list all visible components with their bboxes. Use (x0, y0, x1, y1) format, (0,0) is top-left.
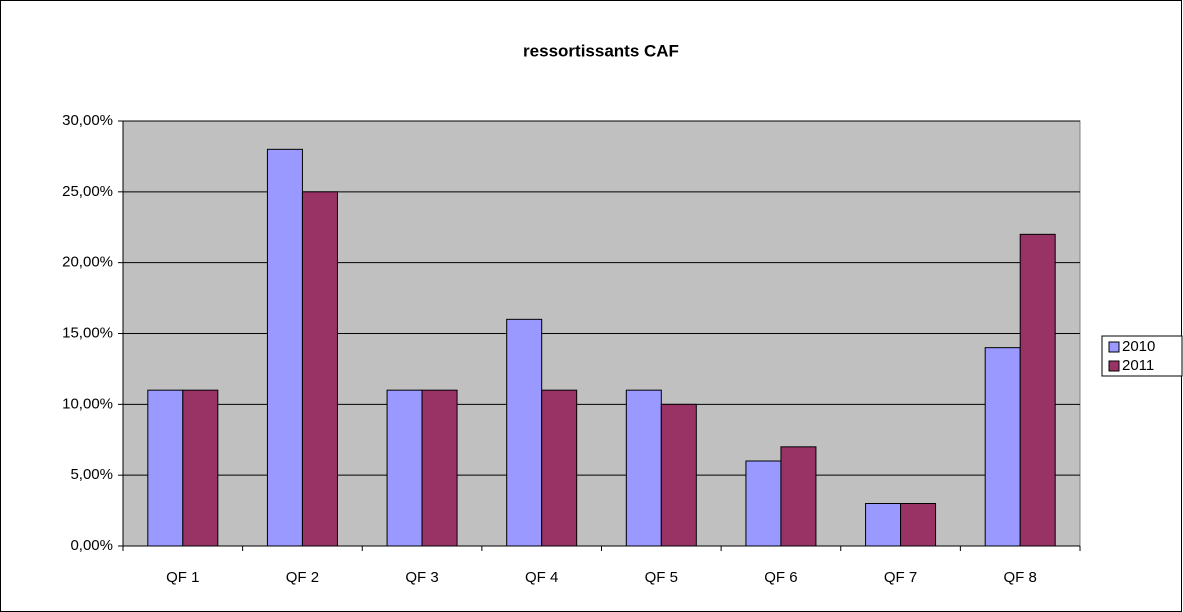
y-tick-label: 20,00% (62, 254, 113, 271)
bar (865, 503, 902, 547)
bar (421, 389, 458, 547)
bar (625, 389, 662, 547)
bar (660, 403, 697, 547)
bar (900, 503, 937, 547)
x-tick-label: QF 5 (645, 569, 678, 586)
y-tick-label: 15,00% (62, 324, 113, 341)
y-tick-label: 5,00% (70, 466, 113, 483)
bar (147, 389, 184, 547)
chart-title: ressortissants CAF (523, 41, 679, 60)
y-tick-label: 10,00% (62, 395, 113, 412)
legend-label: 2010 (1122, 338, 1155, 355)
bar (745, 460, 782, 547)
bar (266, 148, 303, 547)
y-tick-label: 25,00% (62, 183, 113, 200)
bar (541, 389, 578, 547)
x-tick-label: QF 1 (166, 569, 199, 586)
x-tick-label: QF 8 (1004, 569, 1037, 586)
legend-swatch (1108, 360, 1120, 372)
bar (301, 191, 338, 547)
x-tick-label: QF 4 (525, 569, 558, 586)
y-tick-label: 0,00% (70, 537, 113, 554)
bar (984, 347, 1021, 547)
legend-swatch (1108, 341, 1120, 353)
bar (780, 446, 817, 547)
bar (1019, 233, 1056, 547)
x-tick-label: QF 6 (764, 569, 797, 586)
x-tick-label: QF 2 (286, 569, 319, 586)
x-tick-label: QF 3 (405, 569, 438, 586)
bar (386, 389, 423, 547)
bar (506, 318, 543, 547)
legend-label: 2011 (1122, 357, 1154, 374)
x-tick-label: QF 7 (884, 569, 917, 586)
y-tick-label: 30,00% (62, 112, 113, 129)
bar (182, 389, 219, 547)
